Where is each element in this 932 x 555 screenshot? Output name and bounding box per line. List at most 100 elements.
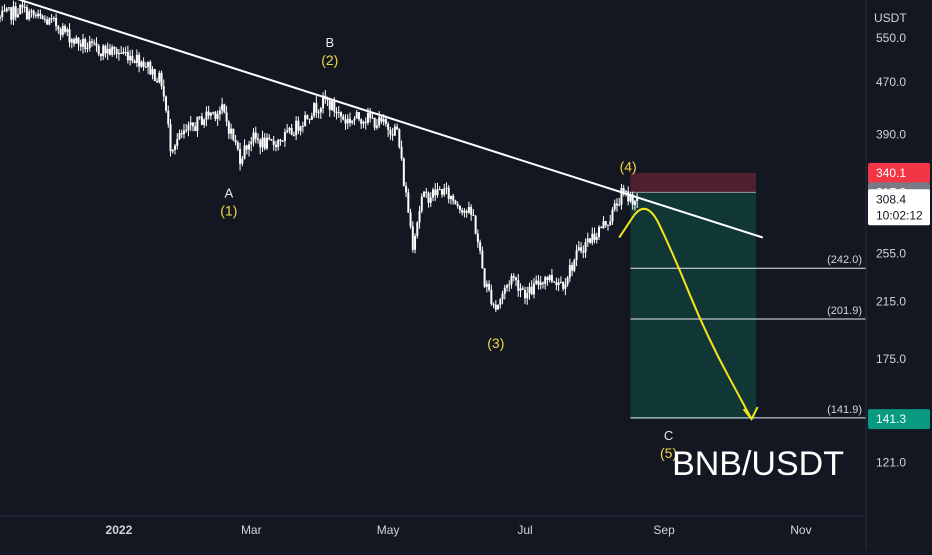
candle-body: [239, 148, 242, 164]
candle-body: [559, 281, 562, 283]
candle-body: [279, 139, 282, 142]
candle-body: [212, 112, 215, 114]
candle-body: [384, 119, 387, 125]
trendline-segment[interactable]: [7, 0, 764, 239]
candle-body: [425, 191, 428, 194]
candle-body: [270, 139, 273, 141]
candle-body: [636, 196, 639, 201]
candle-body: [185, 130, 188, 132]
time-axis[interactable]: 2022 Mar May Jul Sep Nov: [106, 523, 812, 537]
candle-body: [452, 195, 455, 201]
candle-body: [506, 285, 509, 288]
candle-body: [12, 6, 15, 20]
projection-arrow-path[interactable]: [618, 207, 753, 420]
candle-body: [70, 39, 73, 43]
candle-body: [434, 189, 437, 196]
candle-body: [414, 236, 417, 250]
candle-body: [624, 191, 627, 193]
candle-body: [205, 111, 208, 120]
candle-body: [449, 195, 452, 200]
projection-curve[interactable]: [618, 207, 759, 421]
candle-body: [577, 247, 580, 251]
candle-body: [523, 289, 526, 299]
candle-body: [272, 140, 275, 145]
candle-body: [117, 52, 120, 55]
candle-body: [575, 250, 578, 261]
candle-body: [308, 118, 311, 120]
stop-loss-zone[interactable]: [630, 172, 757, 193]
price-axis[interactable]: 550.0 470.0 390.0 255.0 215.0 175.0 121.0: [876, 31, 906, 469]
candle-body: [398, 129, 401, 147]
candle-body: [37, 13, 40, 17]
candle-body: [165, 96, 168, 111]
candle-body: [138, 54, 141, 67]
candle-body: [191, 122, 194, 127]
candle-body: [340, 112, 343, 117]
candle-body: [564, 284, 567, 289]
candle-body: [584, 241, 587, 253]
candle-body: [48, 18, 51, 25]
candle-body: [488, 283, 491, 290]
candle-body: [281, 140, 284, 142]
candle-body: [25, 6, 28, 20]
candle-body: [633, 200, 636, 205]
candle-body: [373, 117, 376, 128]
candle-body: [317, 112, 320, 114]
target-level-label: (201.9): [827, 305, 862, 317]
candle-body: [615, 203, 618, 206]
candle-body: [333, 101, 336, 112]
time-tick-label: 2022: [106, 523, 133, 537]
candle-body: [207, 111, 210, 116]
candle-body: [147, 61, 150, 68]
candle-body: [508, 284, 511, 286]
candle-body: [108, 48, 111, 55]
candle-body: [180, 133, 183, 135]
time-tick-label: Nov: [790, 523, 811, 537]
candle-body: [447, 187, 450, 200]
candle-body: [476, 233, 479, 243]
candle-body: [595, 236, 598, 240]
candle-body: [519, 288, 522, 291]
candle-body: [99, 53, 102, 57]
take-profit-zone[interactable]: [630, 192, 757, 420]
candle-body: [467, 207, 470, 213]
candle-body: [598, 227, 601, 237]
candle-body: [52, 17, 55, 19]
candle-body: [113, 46, 116, 50]
candle-body: [182, 130, 185, 135]
candle-body: [286, 130, 289, 133]
candle-body: [248, 144, 251, 150]
candle-body: [140, 61, 143, 67]
candle-body: [319, 108, 322, 113]
candle-body: [261, 137, 264, 148]
candle-body: [19, 4, 22, 15]
candle-body: [102, 45, 105, 57]
candle-body: [5, 8, 8, 12]
candle-body: [371, 117, 374, 119]
wave-label-primary: (4): [620, 158, 637, 174]
candle-body: [126, 51, 129, 61]
candle-body: [104, 45, 107, 54]
trendline[interactable]: [7, 0, 764, 239]
candle-body: [86, 47, 89, 49]
candle-body: [234, 139, 237, 143]
candle-body: [55, 17, 58, 27]
candle-body: [391, 134, 394, 136]
candle-body: [568, 265, 571, 278]
candle-body: [241, 158, 244, 164]
candle-body: [7, 7, 10, 9]
candle-body: [209, 112, 212, 116]
candle-body: [541, 282, 544, 284]
candle-body: [375, 125, 378, 128]
candle-body: [438, 189, 441, 191]
candle-body: [366, 112, 369, 123]
candle-body: [41, 16, 44, 19]
candle-body: [214, 112, 217, 119]
wave-label-corrective: C: [664, 428, 673, 443]
position-tool[interactable]: [630, 172, 757, 420]
candle-body: [301, 125, 304, 127]
time-tick-label: Mar: [241, 523, 262, 537]
candle-body: [178, 133, 181, 140]
